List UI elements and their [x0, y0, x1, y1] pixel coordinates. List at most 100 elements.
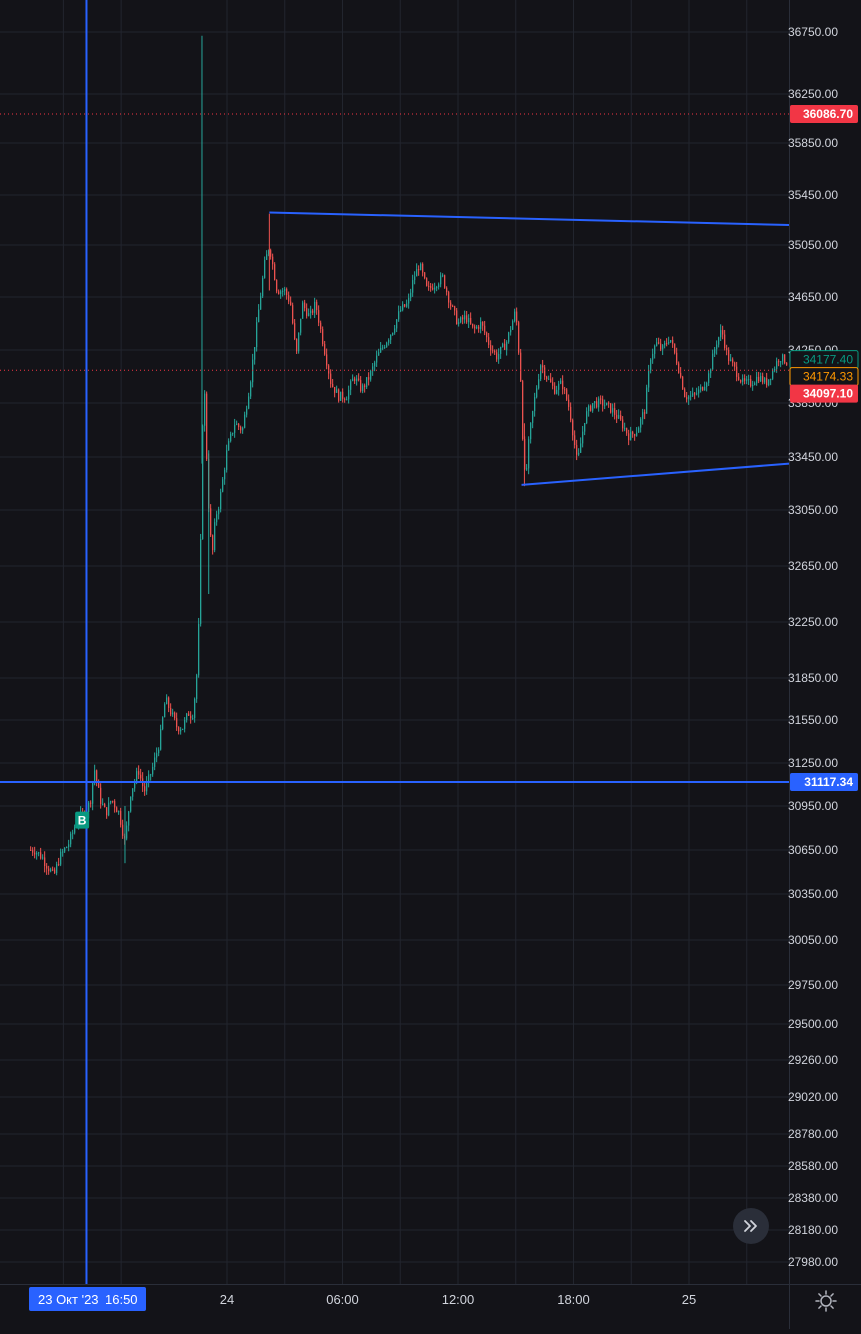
candle-body: [492, 350, 494, 352]
candle-body: [116, 807, 118, 813]
candle-body: [56, 864, 58, 873]
candle-body: [436, 287, 438, 289]
candle-body: [660, 343, 662, 350]
price-tick-label: 28180.00: [788, 1223, 838, 1237]
candle-body: [576, 445, 578, 455]
candle-body: [720, 330, 722, 338]
candle-body: [596, 401, 598, 408]
candle-body: [366, 377, 368, 388]
candle-body: [378, 352, 380, 356]
candle-body: [766, 378, 768, 386]
candle-body: [50, 869, 52, 872]
candle-body: [256, 322, 258, 348]
candle-body: [424, 272, 426, 279]
candle-body: [284, 288, 286, 291]
candle-body: [770, 378, 772, 380]
candle-body: [640, 418, 642, 428]
candle-body: [432, 287, 434, 290]
candle-body: [370, 370, 372, 380]
candle-body: [194, 698, 196, 719]
candle-body: [414, 276, 416, 281]
price-tick-label: 28580.00: [788, 1159, 838, 1173]
candle-body: [290, 301, 292, 306]
candle-body: [476, 326, 478, 329]
candle-body: [724, 334, 726, 349]
candle-body: [404, 304, 406, 307]
candle-body: [510, 329, 512, 333]
candle-body: [288, 295, 290, 302]
candle-body: [772, 370, 774, 379]
candle-body: [338, 389, 340, 401]
candle-body: [352, 378, 354, 382]
candle-body: [472, 323, 474, 327]
trend-line: [521, 462, 790, 486]
candle-body: [396, 319, 398, 329]
candle-body: [546, 376, 548, 379]
candle-body: [408, 297, 410, 304]
candle-body: [350, 381, 352, 390]
candle-body: [42, 857, 44, 859]
candle-body: [34, 852, 36, 855]
gear-icon[interactable]: [814, 1289, 838, 1313]
candle-body: [650, 359, 652, 371]
candle-body: [138, 771, 140, 775]
candle-body: [274, 264, 276, 281]
candle-body: [314, 301, 316, 313]
candle-body: [632, 431, 634, 435]
candle-body: [716, 344, 718, 350]
candle-body: [158, 749, 160, 754]
scroll-to-realtime-button[interactable]: [733, 1208, 769, 1244]
candle-body: [734, 362, 736, 367]
candle-body: [740, 380, 742, 382]
candle-body: [732, 359, 734, 363]
candle-body: [756, 376, 758, 384]
price-marker-box: [790, 105, 858, 124]
candle-body: [518, 322, 520, 353]
candle-body: [106, 807, 108, 816]
candle-body: [488, 337, 490, 345]
candle-body: [200, 538, 202, 624]
candle-body: [242, 427, 244, 431]
candle-body: [532, 411, 534, 423]
price-tick-label: 32650.00: [788, 559, 838, 573]
candle-body: [62, 851, 64, 853]
candle-body: [714, 349, 716, 354]
candle-body: [500, 346, 502, 354]
candle-body: [172, 712, 174, 715]
price-tick-label: 31250.00: [788, 756, 838, 770]
candle-body: [594, 401, 596, 404]
candle-body: [294, 323, 296, 339]
candle-body: [74, 827, 76, 833]
candle-body: [320, 322, 322, 330]
time-tick-label: 18:00: [557, 1292, 590, 1307]
candle-body: [544, 367, 546, 377]
candle-body: [728, 349, 730, 361]
candle-body: [746, 379, 748, 381]
candle-body: [346, 399, 348, 401]
candle-body: [654, 345, 656, 354]
candle-body: [768, 379, 770, 386]
candle-body: [696, 393, 698, 395]
candle-body: [182, 728, 184, 730]
candle-body: [416, 269, 418, 277]
candle-body: [72, 832, 74, 834]
candle-body: [188, 713, 190, 716]
candle-body: [556, 389, 558, 394]
candle-body: [710, 369, 712, 374]
candle-body: [608, 402, 610, 404]
trend-line: [269, 211, 790, 226]
candle-body: [64, 847, 66, 852]
candle-body: [120, 811, 122, 825]
candle-body: [478, 326, 480, 329]
candle-body: [342, 391, 344, 399]
candle-body: [690, 395, 692, 397]
candle-body: [240, 427, 242, 431]
candle-body: [386, 342, 388, 347]
candle-body: [180, 729, 182, 732]
candle-body: [624, 428, 626, 430]
candle-body: [522, 381, 524, 440]
candle-body: [604, 405, 606, 407]
candle-body: [362, 385, 364, 391]
